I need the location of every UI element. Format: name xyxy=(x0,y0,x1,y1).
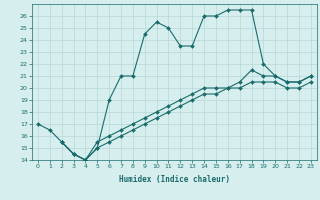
X-axis label: Humidex (Indice chaleur): Humidex (Indice chaleur) xyxy=(119,175,230,184)
